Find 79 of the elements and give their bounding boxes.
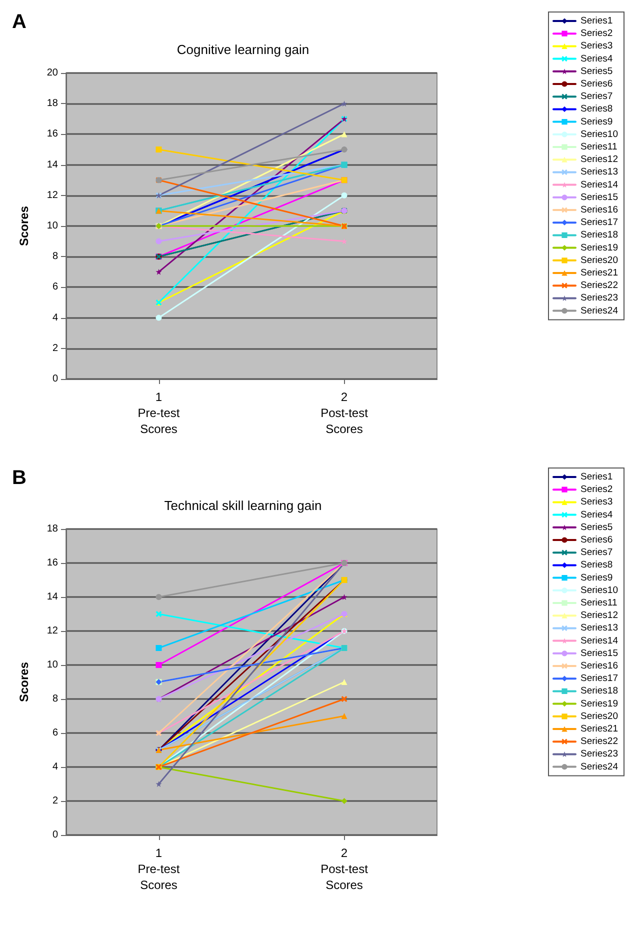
- legend-label: Series14: [580, 179, 618, 190]
- legend-label: Series2: [580, 28, 613, 40]
- legend-label: Series9: [580, 116, 613, 128]
- legend-label: Series9: [580, 572, 613, 584]
- legend-label: Series18: [580, 230, 618, 241]
- y-tick-label: 8: [52, 694, 58, 704]
- legend-label: Series14: [580, 635, 618, 646]
- legend-label: Series5: [580, 522, 613, 533]
- y-tick-label: 0: [52, 830, 58, 840]
- legend-label: Series20: [580, 254, 618, 266]
- legend-label: Series15: [580, 192, 618, 203]
- legend-label: Series4: [580, 509, 613, 520]
- x-tick-label: 1 Pre-test Scores: [138, 846, 180, 892]
- legend-label: Series20: [580, 710, 618, 722]
- y-tick-label: 12: [46, 626, 58, 636]
- legend-label: Series23: [580, 748, 618, 760]
- legend-label: Series19: [580, 698, 618, 710]
- legend-label: Series13: [580, 166, 618, 178]
- chart-title: Cognitive learning gain: [176, 42, 310, 57]
- legend-label: Series24: [580, 305, 618, 316]
- y-tick-label: 18: [46, 98, 58, 110]
- legend-label: Series11: [580, 598, 618, 608]
- y-tick-label: 8: [52, 251, 58, 262]
- y-tick-label: 2: [52, 796, 58, 806]
- text: A: [12, 11, 26, 33]
- legend-label: Series16: [580, 660, 618, 672]
- chart-title: Technical skill learning gain: [164, 498, 322, 513]
- legend-label: Series7: [580, 91, 613, 102]
- legend-label: Series15: [580, 648, 618, 659]
- y-tick-label: 18: [46, 524, 58, 534]
- legend-label: Series6: [580, 534, 613, 546]
- legend-label: Series16: [580, 204, 618, 216]
- legend-label: Series17: [580, 673, 618, 684]
- y-tick-label: 4: [52, 762, 58, 772]
- x-tick-label: 2 Post-test Scores: [320, 846, 369, 892]
- legend-label: Series1: [580, 472, 613, 482]
- legend-label: Series12: [580, 610, 618, 622]
- legend-label: Series22: [580, 736, 618, 748]
- legend-label: Series19: [580, 242, 618, 254]
- y-tick-label: 12: [46, 190, 58, 201]
- y-tick-label: 16: [46, 558, 58, 568]
- legend-label: Series21: [580, 724, 618, 734]
- y-tick-label: 10: [46, 220, 58, 232]
- x-tick-label: 2 Post-test Scores: [320, 390, 369, 436]
- legend-label: Series10: [580, 584, 618, 596]
- legend-label: Series8: [580, 560, 613, 571]
- legend-label: Series7: [580, 547, 613, 558]
- y-tick-label: 2: [52, 342, 58, 354]
- legend-label: Series1: [580, 16, 613, 26]
- y-tick-label: 10: [46, 660, 58, 670]
- y-tick-label: 6: [52, 728, 58, 738]
- legend-label: Series5: [580, 66, 613, 77]
- legend-label: Series18: [580, 686, 618, 697]
- legend-label: Series3: [580, 496, 613, 508]
- legend-label: Series17: [580, 217, 618, 228]
- legend-label: Series21: [580, 268, 618, 278]
- legend-label: Series23: [580, 292, 618, 304]
- y-axis-title: Scores: [17, 206, 31, 246]
- y-tick-label: 16: [46, 128, 58, 140]
- legend-label: Series13: [580, 622, 618, 634]
- legend-label: Series11: [580, 142, 618, 152]
- text: B: [12, 467, 26, 489]
- legend-label: Series10: [580, 128, 618, 140]
- legend-label: Series22: [580, 280, 618, 292]
- legend-label: Series6: [580, 78, 613, 90]
- legend-label: Series24: [580, 761, 618, 772]
- y-tick-label: 0: [52, 374, 58, 384]
- legend-label: Series8: [580, 104, 613, 115]
- x-tick-label: 1 Pre-test Scores: [138, 390, 180, 436]
- y-axis-title: Scores: [17, 662, 31, 702]
- legend-label: Series3: [580, 40, 613, 52]
- y-tick-label: 4: [52, 312, 58, 324]
- y-tick-label: 14: [46, 159, 58, 170]
- legend-label: Series4: [580, 53, 613, 64]
- y-tick-label: 14: [46, 592, 58, 602]
- y-tick-label: 20: [46, 68, 58, 78]
- legend-label: Series2: [580, 484, 613, 496]
- legend-label: Series12: [580, 154, 618, 166]
- y-tick-label: 6: [52, 282, 58, 293]
